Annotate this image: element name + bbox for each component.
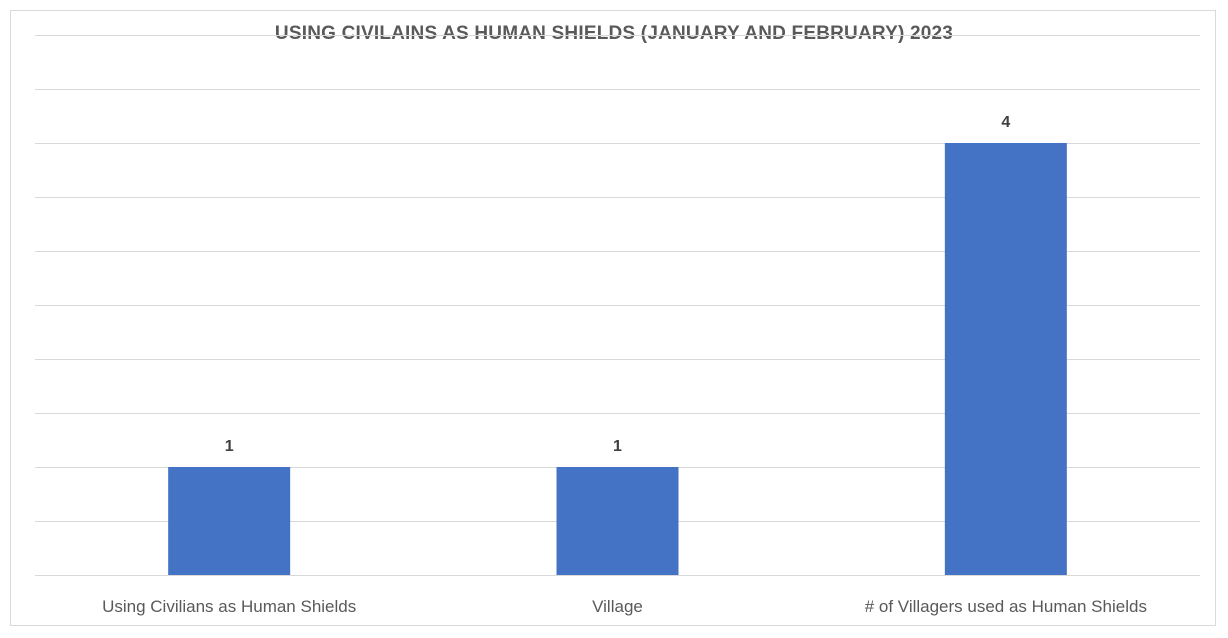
bar xyxy=(168,467,291,575)
data-labels: 1 1 4 xyxy=(225,114,1011,455)
bar xyxy=(944,143,1067,575)
data-label: 1 xyxy=(613,438,622,455)
data-label: 1 xyxy=(225,438,234,455)
data-label: 4 xyxy=(1001,114,1010,131)
category-label: Using Civilians as Human Shields xyxy=(102,597,356,616)
category-label: # of Villagers used as Human Shields xyxy=(865,597,1147,616)
category-labels: Using Civilians as Human Shields Village #… xyxy=(102,597,1147,616)
bars xyxy=(168,143,1067,575)
category-label: Village xyxy=(592,597,643,616)
bar xyxy=(556,467,679,575)
chart-title: USING CIVILAINS AS HUMAN SHIELDS (JANUAR… xyxy=(274,23,954,44)
